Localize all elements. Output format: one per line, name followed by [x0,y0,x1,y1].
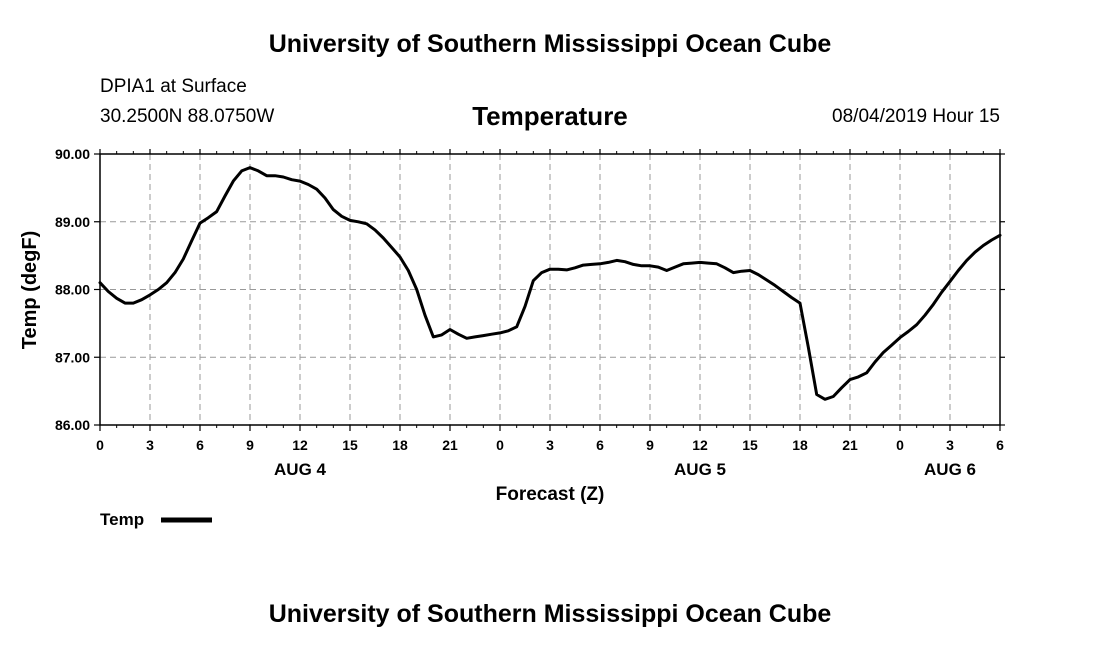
y-tick-label: 86.00 [55,417,90,433]
grid [100,154,1000,425]
footer-title: University of Southern Mississippi Ocean… [268,600,832,628]
x-tick-label: 12 [692,437,708,453]
x-axis-label: Forecast (Z) [496,484,605,505]
y-tick-label: 88.00 [55,282,90,298]
x-tick-label: 6 [196,437,204,453]
x-tick-label: 9 [246,437,254,453]
x-tick-label: 21 [442,437,458,453]
x-tick-label: 6 [996,437,1004,453]
station-coordinates: 30.2500N 88.0750W [100,106,275,127]
x-tick-label: 6 [596,437,604,453]
x-tick-label: 21 [842,437,858,453]
axis-tick-labels: 0 3 6 9 12 15 18 21 0 3 6 9 12 15 18 21 0 3 6 86.00 87.00 88.… [55,146,1004,479]
station-name: DPIA1 at Surface [100,76,247,97]
y-axis-label: Temp (degF) [19,231,41,350]
legend: Temp [100,510,212,529]
x-tick-label: 3 [546,437,554,453]
x-tick-label: 9 [646,437,654,453]
x-tick-label: 3 [146,437,154,453]
x-tick-label: 3 [946,437,954,453]
x-tick-label: 12 [292,437,308,453]
x-tick-label: 0 [96,437,104,453]
y-tick-label: 87.00 [55,349,90,365]
series-line-temp [98,166,1002,401]
y-tick-label: 89.00 [55,214,90,230]
x-tick-label: 0 [496,437,504,453]
legend-label: Temp [100,510,144,529]
forecast-datetime: 08/04/2019 Hour 15 [832,106,1000,127]
y-tick-label: 90.00 [55,146,90,162]
date-label: AUG 5 [674,460,726,479]
series-layer [98,166,1002,401]
x-tick-label: 0 [896,437,904,453]
header-title: University of Southern Mississippi Ocean… [268,30,832,58]
x-tick-label: 18 [792,437,808,453]
x-tick-label: 15 [742,437,758,453]
chart-title: Temperature [472,101,628,131]
x-tick-label: 18 [392,437,408,453]
date-label: AUG 6 [924,460,976,479]
axis-ticks [94,149,1005,431]
x-tick-label: 15 [342,437,358,453]
date-label: AUG 4 [274,460,327,479]
